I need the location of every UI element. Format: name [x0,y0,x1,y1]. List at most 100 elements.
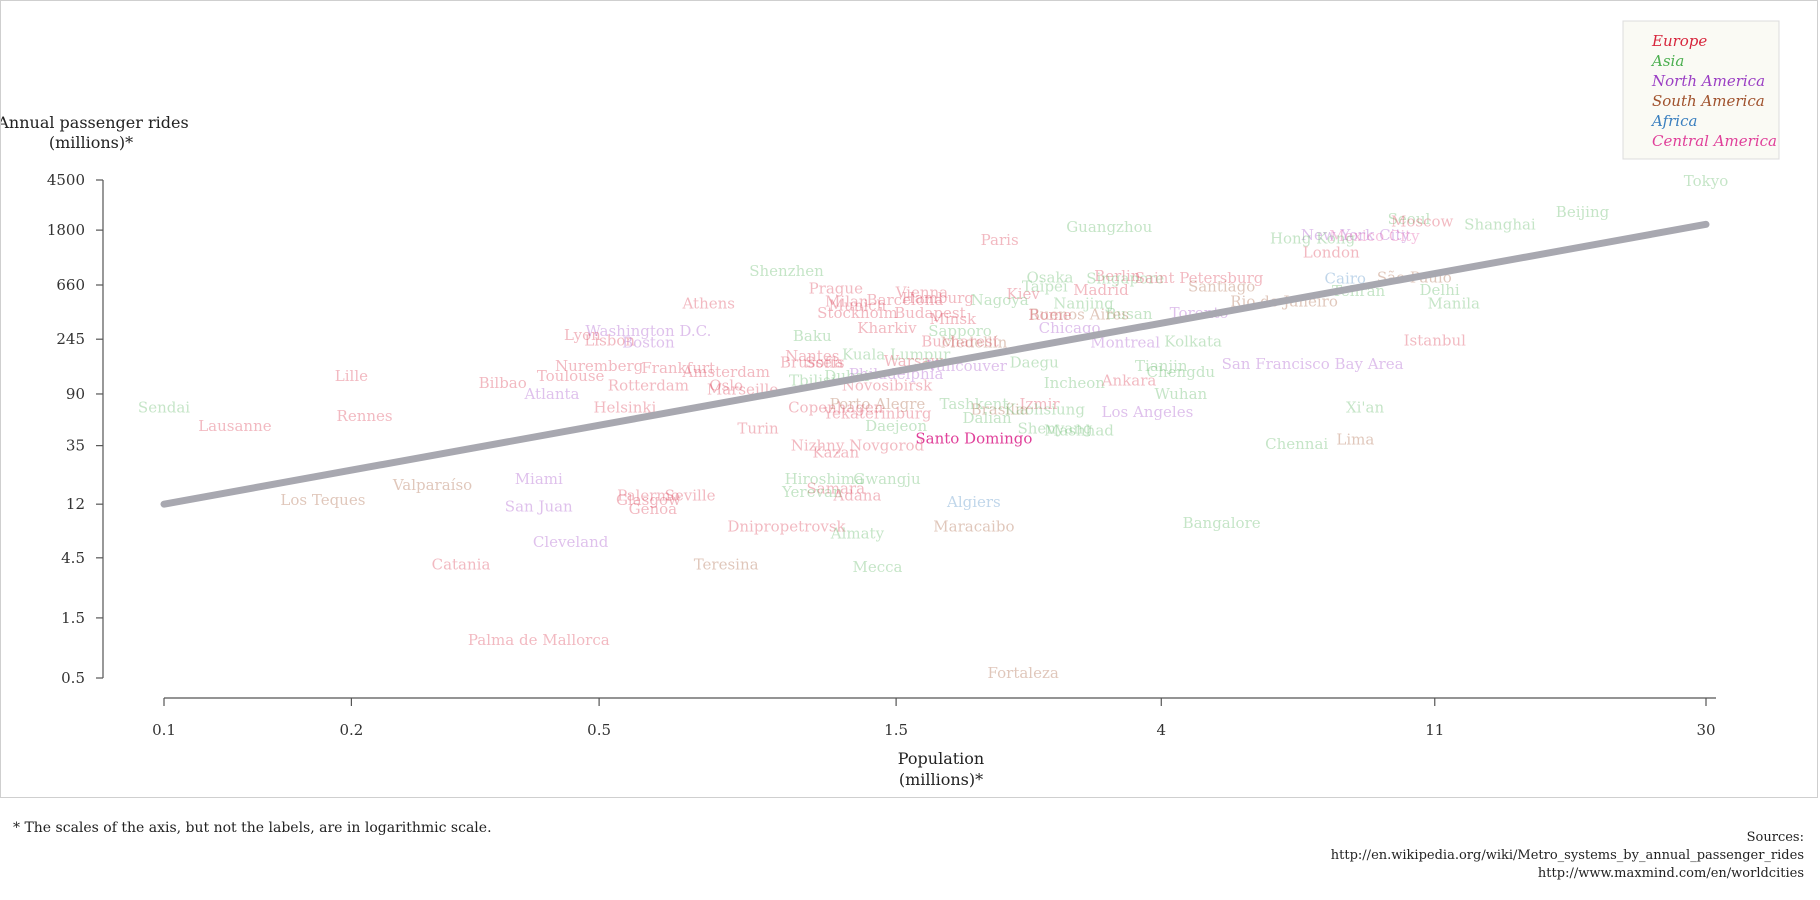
city-point-maracaibo: Maracaibo [933,517,1014,535]
y-tick-label-2: 4.5 [61,549,85,567]
city-point-mexico-city: Mexico City [1329,227,1420,245]
city-point-san-juan: San Juan [505,498,573,516]
city-point-hong-kong: Hong Kong [1270,229,1356,247]
source-link-2[interactable]: http://www.maxmind.com/en/worldcities [1537,866,1804,881]
city-point-daejeon: Daejeon [865,417,927,435]
city-point-cairo: Cairo [1325,270,1366,288]
city-point-incheon: Incheon [1044,374,1106,392]
city-point-sofia: Sofia [805,353,843,371]
city-point-toulouse: Toulouse [537,367,605,385]
city-point-milan: Milan [825,292,869,310]
city-point-singapore: Singapore [1086,270,1164,288]
city-point-mashhad: Mashhad [1044,422,1114,440]
x-tick-label-2: 0.5 [587,721,611,739]
city-point-palermo: Palermo [617,487,679,505]
city-point-barcelona: Barcelona [867,291,944,309]
trend-line-layer [160,220,1710,508]
city-point-tokyo: Tokyo [1684,172,1728,190]
city-point-rennes: Rennes [337,407,393,425]
city-point-cleveland: Cleveland [533,533,609,551]
city-point-los-angeles: Los Angeles [1102,403,1194,421]
footnote: * The scales of the axis, but not the la… [13,820,492,836]
city-point-mecca: Mecca [852,558,902,576]
city-point-beijing: Beijing [1556,203,1610,221]
city-point-amsterdam: Amsterdam [681,363,770,381]
city-point-bilbao: Bilbao [479,374,527,392]
city-point-yerevan: Yerevan [781,483,843,501]
city-point-prague: Prague [809,279,863,297]
city-point-rome: Rome [1028,306,1072,324]
x-tick-label-0: 0.1 [152,721,176,739]
city-point-guangzhou: Guangzhou [1066,218,1152,236]
city-point-ankara: Ankara [1101,372,1157,390]
city-point-saint-petersburg: Saint Petersburg [1135,269,1264,287]
city-point-kharkiv: Kharkiv [857,319,917,337]
city-point-bras-lia: Brasília [971,400,1029,418]
city-point-adana: Adana [832,487,881,505]
source-link-1[interactable]: http://en.wikipedia.org/wiki/Metro_syste… [1330,848,1804,863]
city-point-turin: Turin [737,419,779,437]
city-point-baku: Baku [793,327,832,345]
sources-block: Sources: http://en.wikipedia.org/wiki/Me… [1331,829,1804,883]
legend: Europe Asia North America South America Afri… [1622,20,1780,160]
y-tick-label-1: 1.5 [61,609,85,627]
y-tick-label-5: 90 [66,385,85,403]
city-point-bucharest: Bucharest [921,332,998,350]
x-tick-label-6: 30 [1696,721,1715,739]
city-point-istanbul: Istanbul [1404,331,1467,349]
city-point-london: London [1303,243,1360,261]
city-point-kaohsiung: Kaohsiung [1005,400,1086,418]
city-point-stockholm: Stockholm [817,304,898,322]
y-tick-label-9: 4500 [47,171,85,189]
axes: 0.5 1.5 4.5 12 35 90 245 660 1800 4500 0.1 0.2 0.5 1.… [47,171,1716,739]
trend-line [160,220,1710,508]
city-point-seville: Seville [665,487,716,505]
city-point-new-york-city: New York City [1301,226,1411,244]
city-point-porto-alegre: Porto Alegre [830,395,926,413]
city-point-lyon: Lyon [564,326,601,344]
sources-label: Sources: [1746,830,1804,845]
legend-item-south-america: South America [1652,92,1765,110]
city-point-algiers: Algiers [946,493,1001,511]
city-point-almaty: Almaty [830,525,885,543]
city-point-sapporo: Sapporo [928,322,992,340]
city-point-kuala-lumpur: Kuala Lumpur [842,346,951,364]
legend-item-africa: Africa [1650,112,1697,130]
x-tick-label-3: 1.5 [884,721,908,739]
city-point-kolkata: Kolkata [1164,332,1222,350]
x-tick-label-1: 0.2 [339,721,363,739]
city-point-tianjin: Tianjin [1135,357,1188,375]
y-tick-label-3: 12 [66,495,85,513]
city-point-bangalore: Bangalore [1183,514,1261,532]
y-tick-label-6: 245 [56,330,85,348]
chart-frame: 0.5 1.5 4.5 12 35 90 245 660 1800 4500 0.1 0.2 0.5 1.… [0,0,1818,798]
city-point-hamburg: Hamburg [902,289,975,307]
x-axis-title-line2: (millions)* [899,770,983,789]
city-point-kiev: Kiev [1006,285,1040,303]
city-point-nantes: Nantes [785,347,839,365]
city-point-glasgow: Glasgow [616,491,681,509]
y-tick-label-7: 660 [56,276,85,294]
city-point-moscow: Moscow [1391,213,1454,231]
city-point-santiago: Santiago [1188,278,1255,296]
city-point-manila: Manila [1427,295,1480,313]
y-tick-label-8: 1800 [47,221,85,239]
city-point-berlin: Berlin [1094,267,1141,285]
city-point-chennai: Chennai [1265,435,1328,453]
city-point-seoul: Seoul [1388,210,1431,228]
city-point-washington-d-c-: Washington D.C. [585,322,711,340]
city-point-lausanne: Lausanne [198,417,272,435]
legend-item-asia: Asia [1650,52,1684,70]
city-point-shanghai: Shanghai [1464,215,1536,233]
city-point-montreal: Montreal [1090,334,1160,352]
city-point-xi-an: Xi'an [1346,399,1385,417]
city-point-atlanta: Atlanta [523,385,579,403]
city-point-nuremberg: Nuremberg [555,357,644,375]
city-point-lisbon: Lisbon [584,331,635,349]
y-axis-title-line1: Annual passenger rides [1,113,189,132]
city-point-helsinki: Helsinki [593,399,656,417]
city-point-san-francisco-bay-area: San Francisco Bay Area [1222,355,1404,373]
city-point-brussels: Brussels [780,353,845,371]
city-point-los-teques: Los Teques [280,491,365,509]
y-axis-title-line2: (millions)* [49,133,133,152]
